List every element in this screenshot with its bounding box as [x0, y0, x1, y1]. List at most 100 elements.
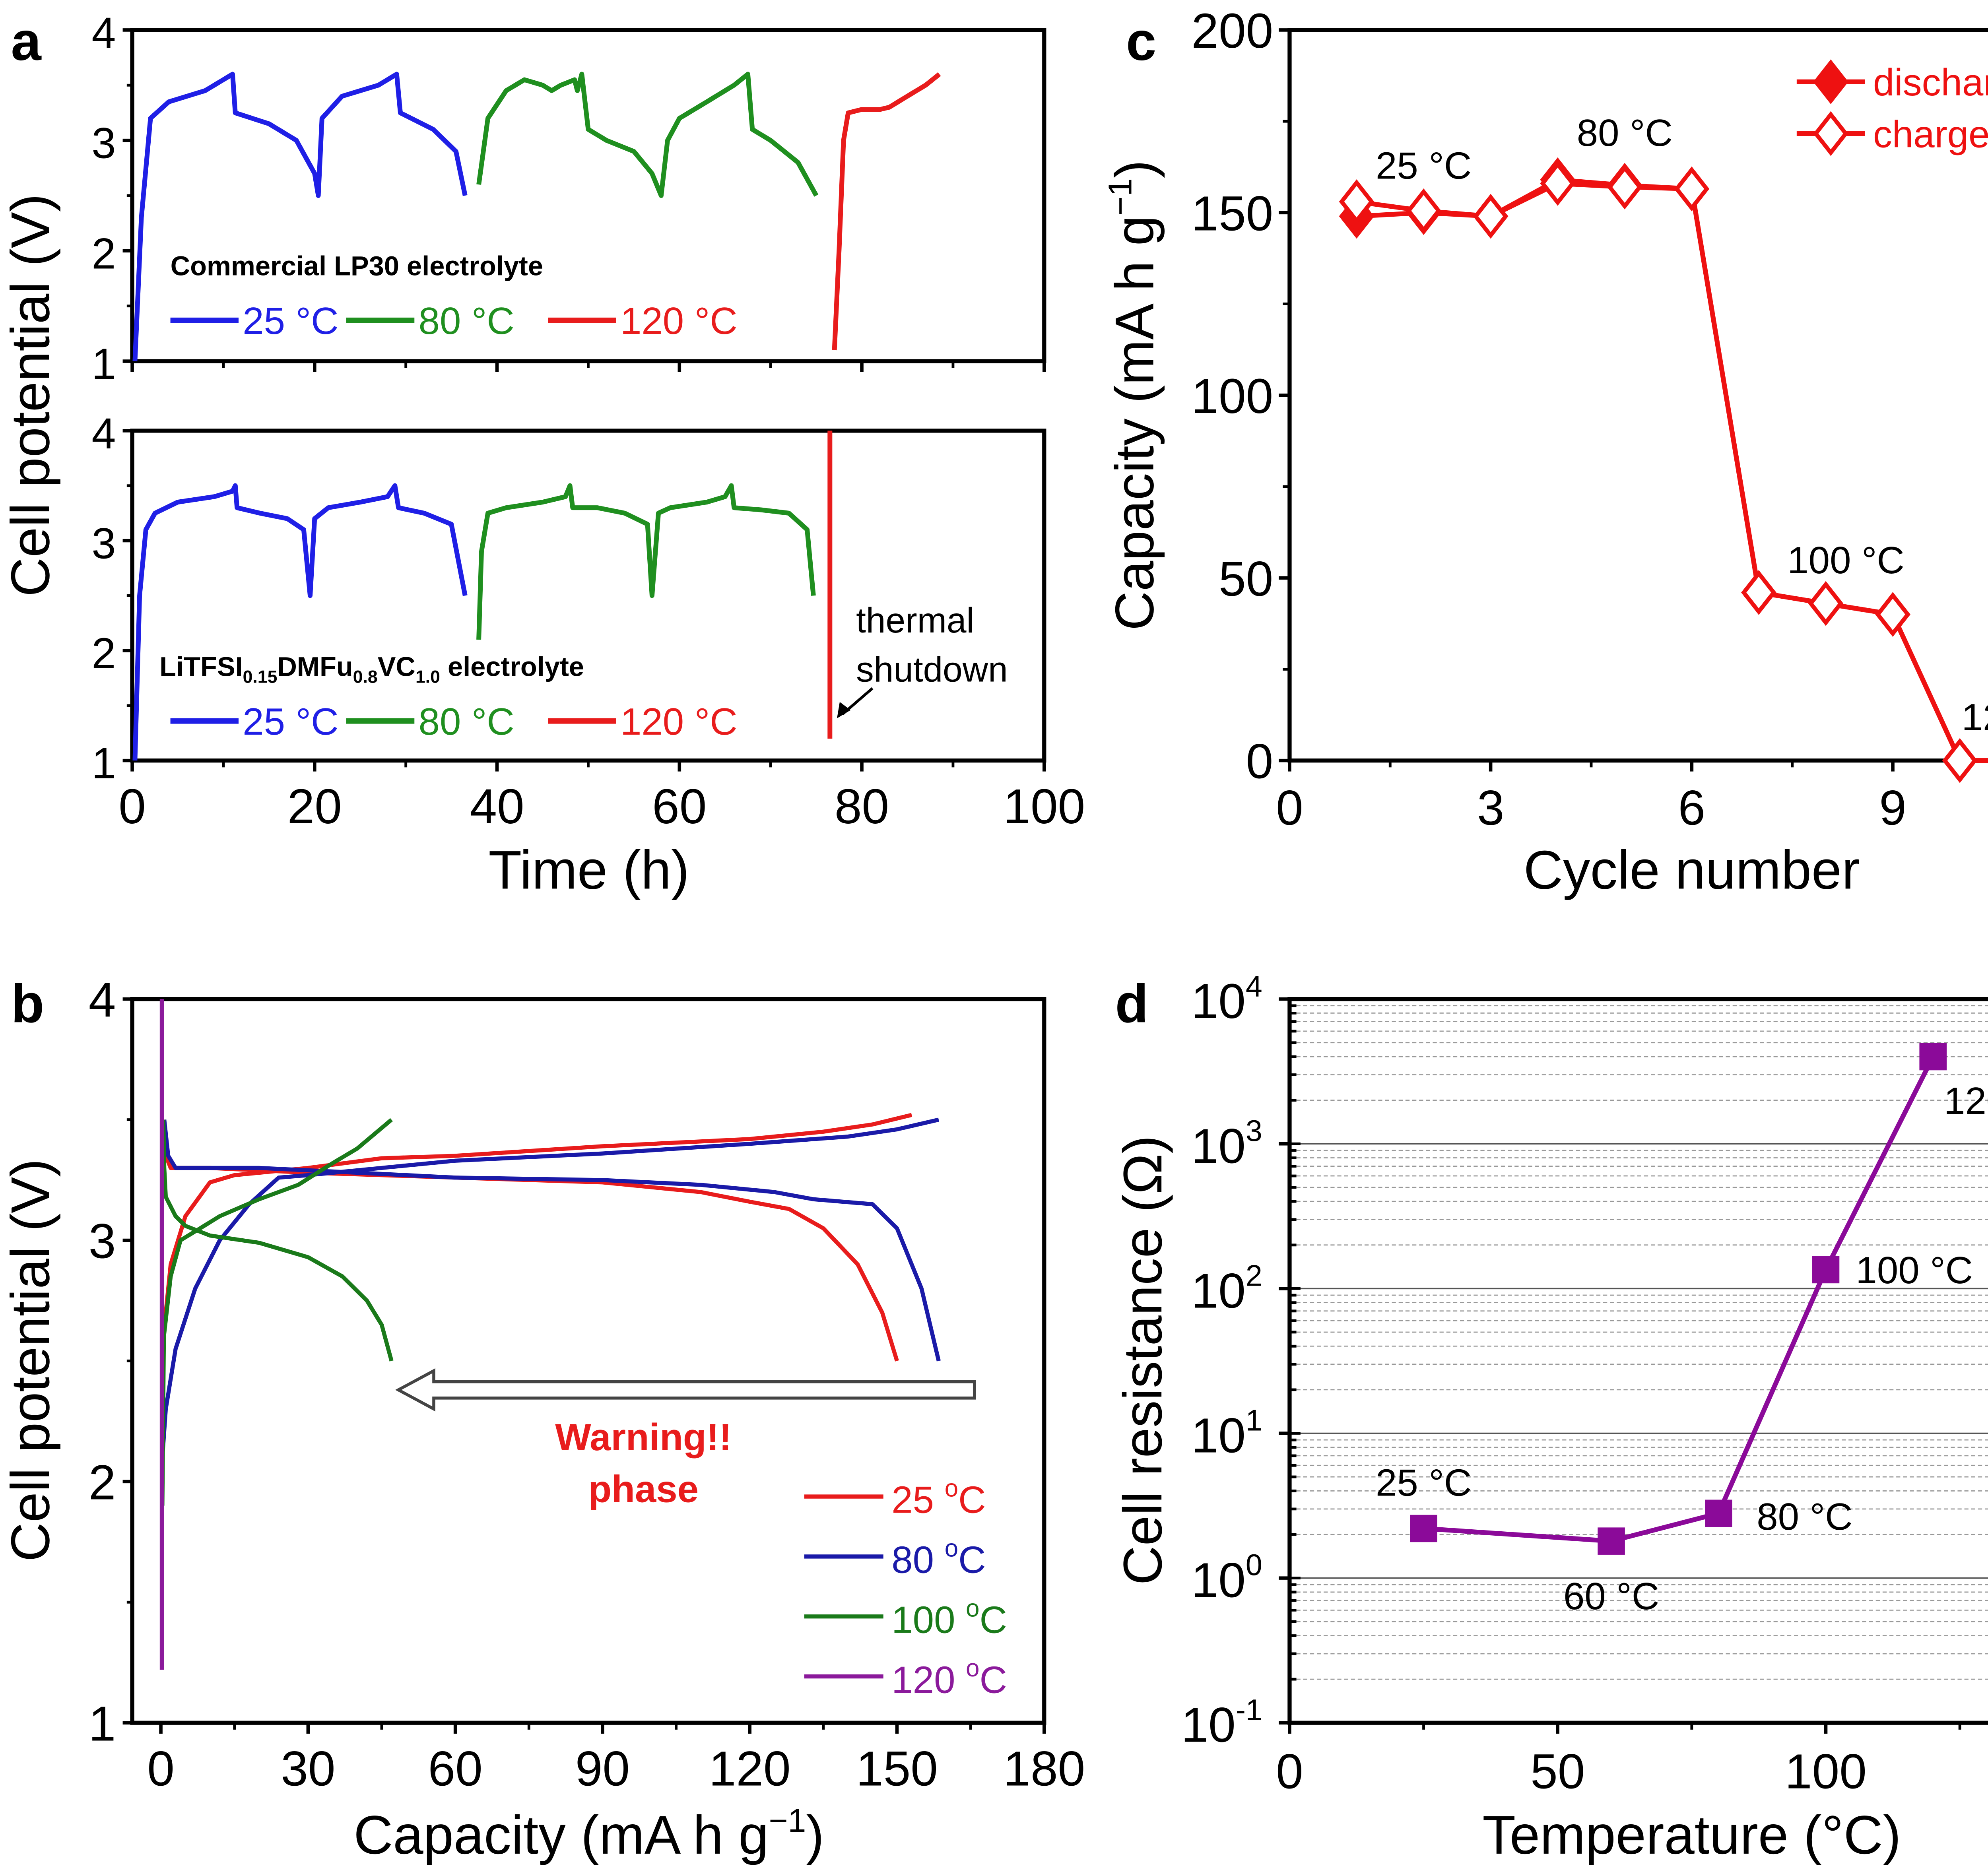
y-tick-label: 103 [1191, 1114, 1262, 1174]
subplot-litfsi: 1 2 3 4 LiTFSI0.15DMFu0.8VC1.0 electrolyte 25… [91, 409, 1046, 788]
legend-label: 25 oC [891, 1475, 986, 1521]
thermal-shutdown-label: thermal [856, 600, 974, 640]
label-part: DMFu [277, 652, 353, 682]
label-part: VC [378, 652, 415, 682]
x-tick-label: 60 [428, 1741, 483, 1796]
tick-exp: 2 [1246, 1259, 1262, 1292]
tick-base: 10 [1191, 1553, 1246, 1608]
series-line-80c [160, 1117, 940, 1458]
legend-label: 120 °C [620, 300, 738, 342]
warning-label: phase [588, 1468, 699, 1510]
panel-label-a: a [11, 11, 42, 72]
open-diamond-marker [1741, 570, 1776, 615]
temperature-annotation: 120 °C [1944, 1080, 1988, 1122]
open-diamond-marker [1875, 592, 1910, 637]
tick-exp: 3 [1246, 1114, 1262, 1147]
subplot-lp30: 1 2 3 4 Commercial LP30 electrolyte 25 °C 80 °… [91, 9, 1046, 388]
x-axis-title: Time (h) [488, 840, 689, 900]
square-marker [1919, 1043, 1947, 1071]
warning-label: Warning!! [555, 1416, 732, 1459]
tick-base: 10 [1191, 1408, 1246, 1463]
open-diamond-marker [1540, 161, 1575, 206]
x-tick-label: 6 [1678, 780, 1706, 835]
label-part: 0.15 [243, 667, 278, 687]
x-tick-label: 100 [1785, 1744, 1867, 1799]
y-tick-label: 1 [91, 739, 116, 788]
panel-d: d10-110010110210310405010015025 °C60 °C8… [1112, 969, 1988, 1866]
x-tick-label: 150 [856, 1741, 938, 1796]
tick-base: 10 [1191, 974, 1246, 1029]
degree-sign: o [945, 1475, 958, 1502]
y-title-sup: −1 [1103, 178, 1139, 215]
legend-label: 80 °C [419, 700, 514, 743]
temperature-annotation: 100 °C [1856, 1249, 1973, 1292]
legend-marker [1813, 59, 1848, 105]
unit: C [958, 1479, 986, 1521]
electrolyte-label: Commercial LP30 electrolyte [171, 251, 543, 281]
degree-sign: o [966, 1595, 979, 1622]
y-tick-label: 4 [91, 9, 116, 57]
y-tick-label: 2 [89, 1455, 116, 1510]
x-title-part: ) [806, 1805, 824, 1866]
legend-label: 25 °C [243, 700, 338, 743]
y-tick-label: 2 [91, 629, 116, 678]
open-diamond-marker [1808, 581, 1844, 626]
x-axis-title: Temperature (°C) [1482, 1805, 1901, 1866]
x-tick-label: 0 [147, 1741, 175, 1796]
temperature-annotation: 60 °C [1563, 1575, 1659, 1618]
y-tick-label: 3 [91, 520, 116, 568]
tick-exp: -1 [1236, 1693, 1262, 1726]
legend-label: discharge [1873, 61, 1988, 104]
square-marker [1598, 1527, 1625, 1555]
x-tick-label: 0 [1276, 1744, 1303, 1799]
x-axis-title: Cycle number [1524, 840, 1860, 900]
open-diamond-marker [1942, 738, 1978, 783]
y-tick-label: 104 [1191, 969, 1262, 1029]
thermal-shutdown-label: shutdown [856, 649, 1008, 689]
legend-label: 100 oC [891, 1595, 1007, 1641]
series-line-80c [162, 1119, 941, 1362]
legend-marker [1813, 111, 1848, 156]
open-diamond-marker [1473, 194, 1508, 239]
legend-label: charge [1873, 113, 1988, 155]
y-tick-label: 200 [1191, 4, 1273, 58]
x-tick-label: 30 [281, 1741, 335, 1796]
x-tick-label: 50 [1530, 1744, 1585, 1799]
x-tick-label: 180 [1003, 1741, 1085, 1796]
square-marker [1410, 1515, 1437, 1542]
series-line-120c [832, 72, 941, 351]
x-axis-title: Capacity (mA h g−1) [353, 1803, 824, 1866]
temperature-annotation: 25 °C [1376, 145, 1472, 187]
tick-exp: 1 [1246, 1404, 1262, 1437]
x-tick-label: 0 [1276, 780, 1303, 835]
arrowhead-icon [837, 702, 851, 718]
series-line [1423, 1055, 1936, 1544]
panel-label-d: d [1115, 973, 1149, 1034]
series-line-charge [1356, 181, 1988, 763]
x-tick-label: 0 [118, 779, 146, 834]
unit: C [958, 1539, 986, 1581]
y-tick-label: 4 [89, 973, 116, 1028]
y-tick-label: 1 [89, 1696, 116, 1751]
label-part: 1.0 [415, 667, 440, 687]
x-title-sup: −1 [769, 1803, 806, 1839]
open-diamond-marker [1406, 188, 1441, 233]
y-tick-label: 101 [1191, 1404, 1262, 1463]
tick-base: 10 [1181, 1698, 1236, 1753]
label-part: electrolyte [440, 652, 584, 682]
y-axis-title: Capacity (mA h g−1) [1103, 160, 1165, 630]
tick-exp: 0 [1246, 1548, 1262, 1582]
panel-label-c: c [1126, 11, 1156, 72]
x-tick-label: 3 [1477, 780, 1505, 835]
x-tick-label: 9 [1879, 780, 1906, 835]
panel-a: a 1 2 3 4 Commercial LP30 electrolyte 25 °C 80 … [0, 9, 1085, 900]
series-line-25c [161, 1113, 912, 1337]
legend-label: 80 oC [891, 1534, 986, 1581]
y-tick-label: 1 [91, 340, 116, 388]
y-axis-title: Cell potential (V) [0, 1159, 61, 1562]
x-tick-label: 80 [835, 779, 889, 834]
tick-exp: 4 [1246, 969, 1262, 1003]
